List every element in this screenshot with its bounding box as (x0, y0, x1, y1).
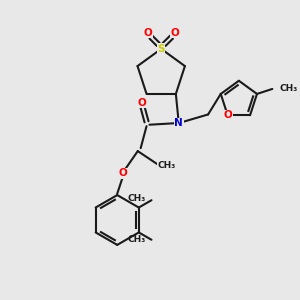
Text: O: O (144, 28, 152, 38)
Text: CH₃: CH₃ (158, 161, 176, 170)
Text: N: N (174, 118, 183, 128)
Text: O: O (138, 98, 146, 108)
Text: S: S (158, 44, 165, 54)
Text: O: O (170, 28, 179, 38)
Text: CH₃: CH₃ (128, 235, 146, 244)
Text: O: O (119, 168, 128, 178)
Text: CH₃: CH₃ (128, 194, 146, 203)
Text: CH₃: CH₃ (280, 84, 298, 93)
Text: O: O (223, 110, 232, 120)
